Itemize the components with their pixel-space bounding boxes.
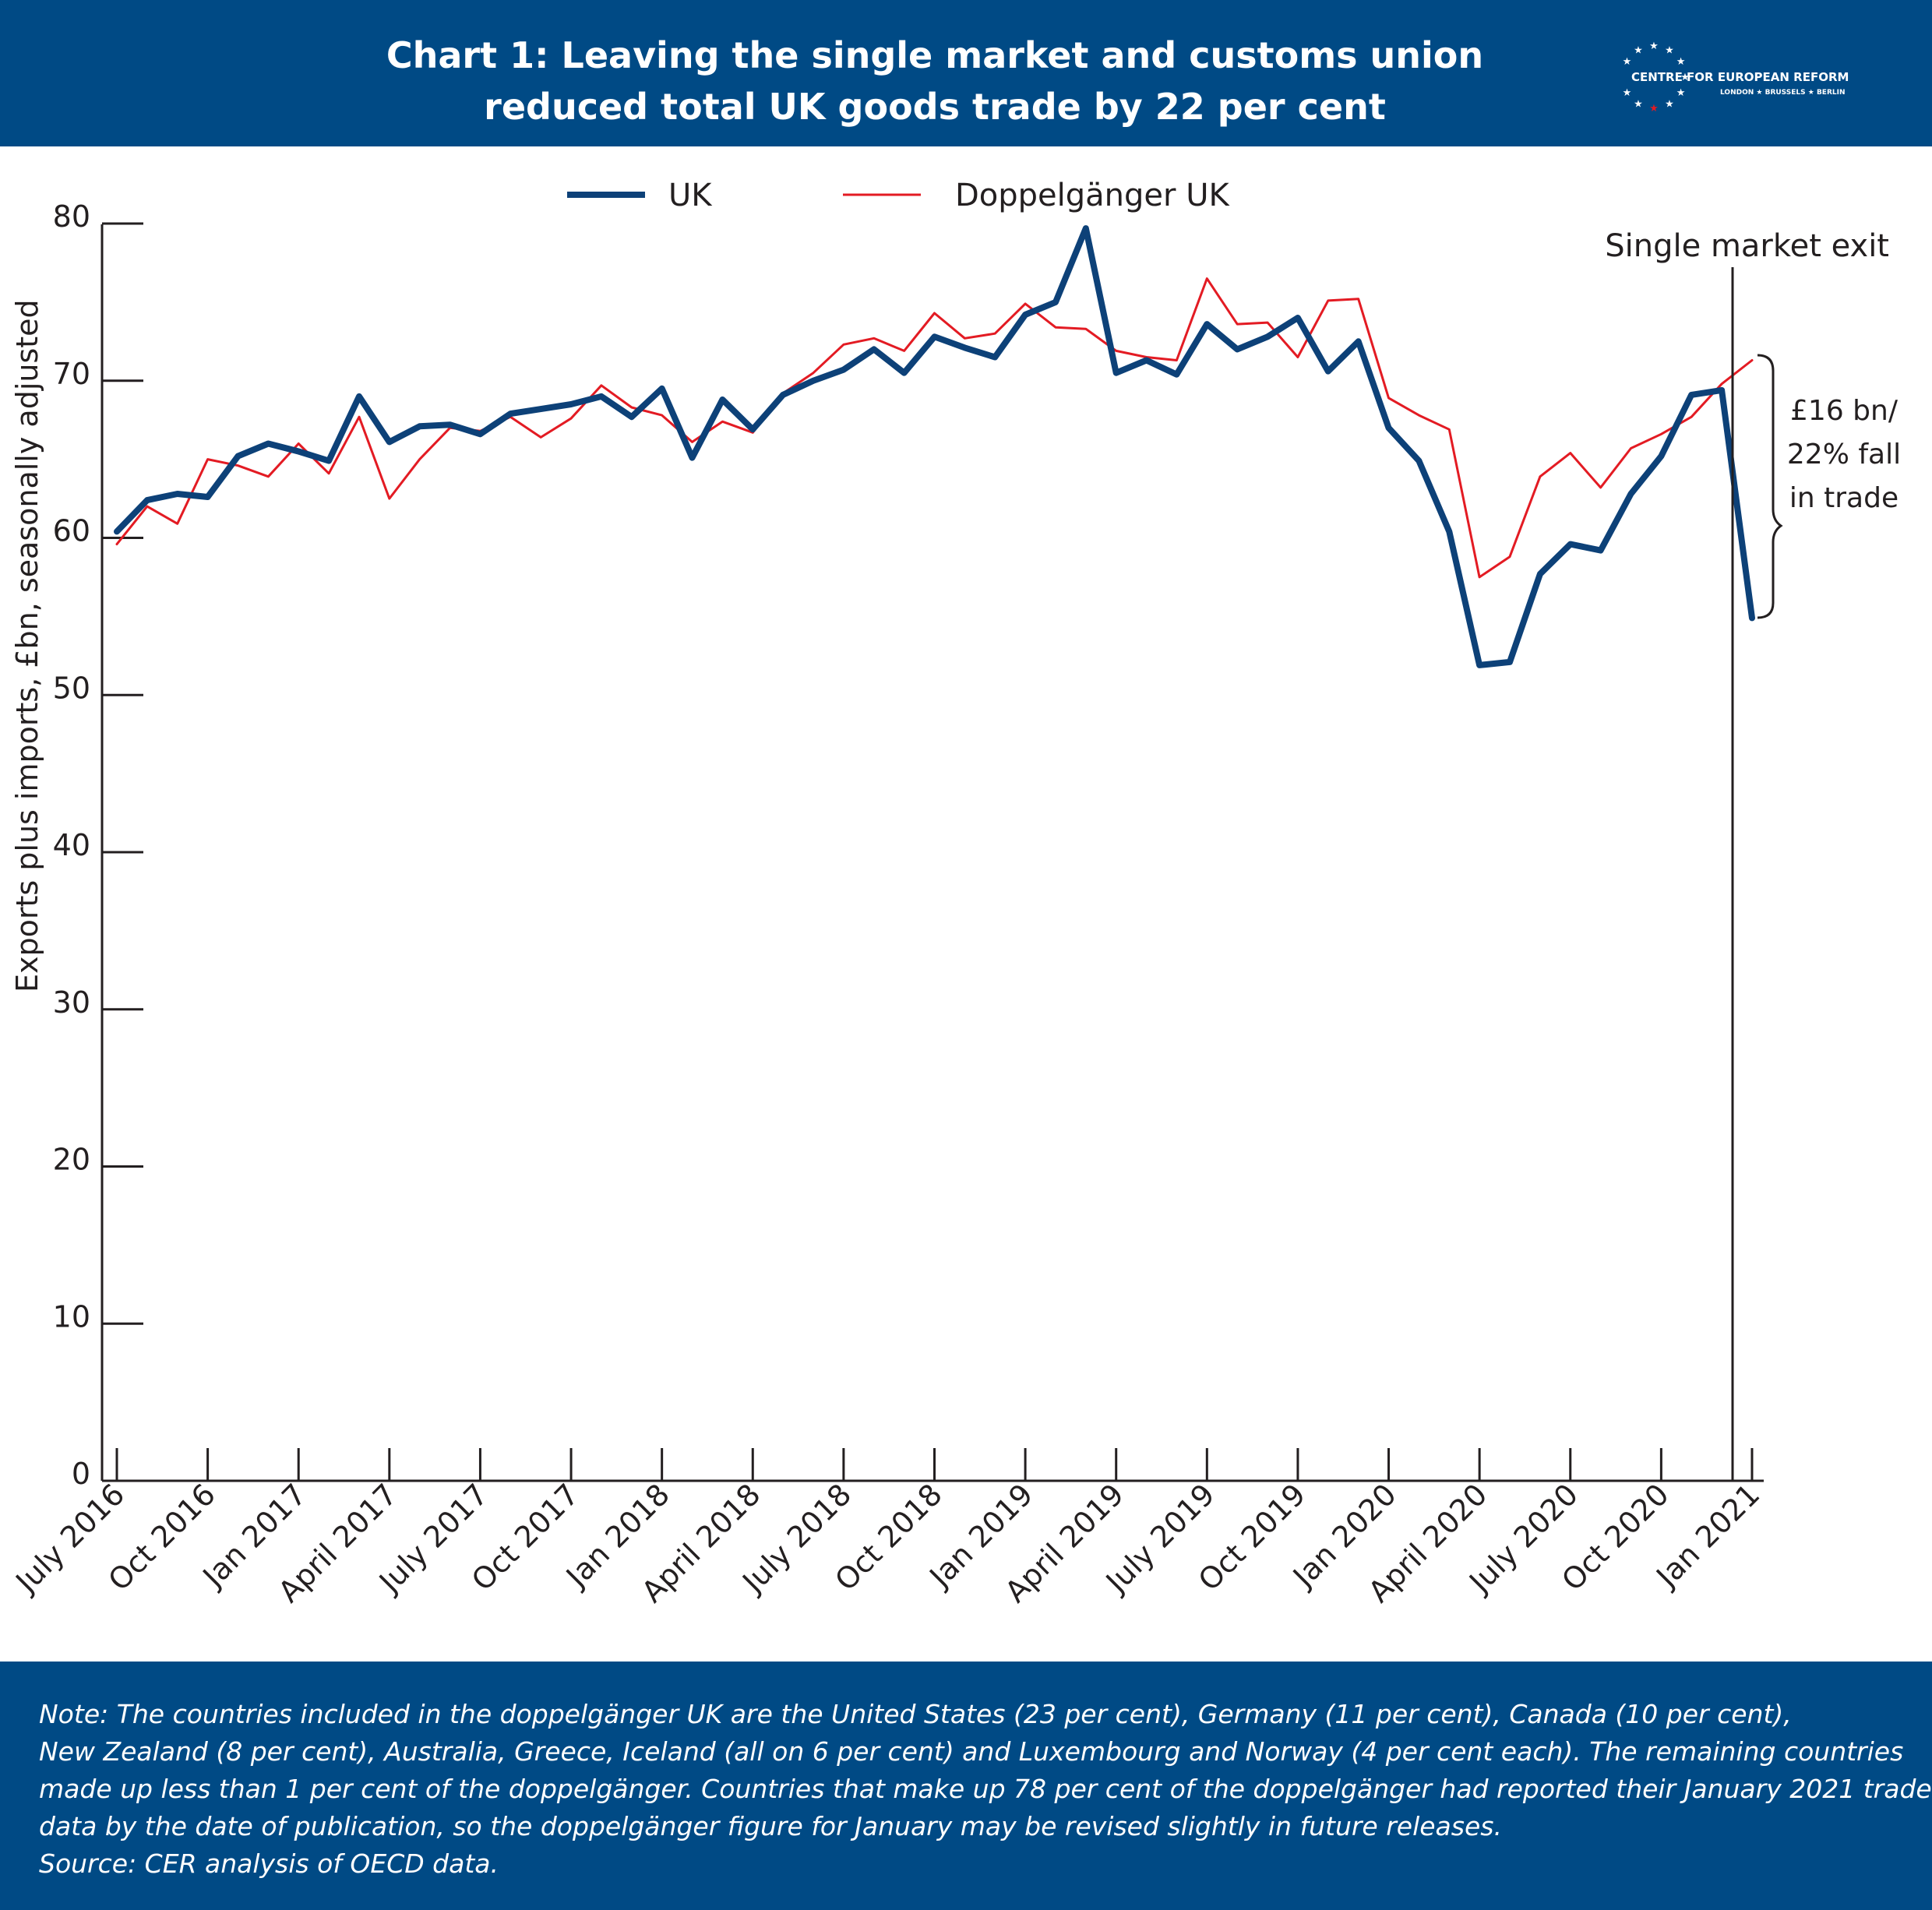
gap-annotation-line-2: 22% fall xyxy=(1787,439,1901,470)
y-tick-label: 50 xyxy=(53,671,90,705)
header-band: Chart 1: Leaving the single market and c… xyxy=(0,0,1932,146)
chart-title: Chart 1: Leaving the single market and c… xyxy=(0,30,1870,132)
note-line-4: data by the date of publication, so the … xyxy=(39,1811,1502,1841)
y-tick-label: 40 xyxy=(53,828,90,862)
logo-name: CENTRE FOR EUROPEAN REFORM xyxy=(1631,70,1849,84)
star-icon: ★ xyxy=(1676,56,1686,68)
star-icon: ★ xyxy=(1634,44,1643,56)
y-axis-title: Exports plus imports, £bn, seasonally ad… xyxy=(10,299,44,992)
line-chart: UK Doppelgänger UK 0 10 20 30 40 50 60 70 80 Jul… xyxy=(9,178,1902,1609)
y-ticks: 0 10 20 30 40 50 60 70 80 xyxy=(53,199,143,1491)
legend: UK Doppelgänger UK xyxy=(567,178,1230,213)
y-tick-label: 60 xyxy=(53,514,90,548)
footer-band: Note: The countries included in the dopp… xyxy=(0,1662,1932,1910)
gap-bracket xyxy=(1757,354,1783,619)
y-tick-label: 20 xyxy=(53,1143,90,1177)
single-market-exit-label: Single market exit xyxy=(1605,228,1889,264)
series-line-doppelganger xyxy=(115,277,1754,579)
y-tick-label: 30 xyxy=(53,985,90,1020)
star-icon: ★ xyxy=(1649,41,1659,52)
star-icon: ★ xyxy=(1665,99,1674,111)
note-line-1: Note: The countries included in the dopp… xyxy=(39,1699,1792,1729)
series-line-uk xyxy=(114,225,1755,668)
eu-stars-icon: ★ ★★★★★★★★★★ xyxy=(1623,41,1690,115)
note-line-2: New Zealand (8 per cent), Australia, Gre… xyxy=(39,1736,1904,1767)
y-tick-label: 80 xyxy=(53,199,90,234)
star-icon: ★ xyxy=(1680,72,1690,83)
star-icon: ★ xyxy=(1649,103,1659,115)
logo-cities: LONDON ★ BRUSSELS ★ BERLIN xyxy=(1720,89,1846,97)
series-layer xyxy=(114,225,1755,668)
source-line: Source: CER analysis of OECD data. xyxy=(39,1848,499,1879)
legend-label-uk: UK xyxy=(668,178,713,213)
y-tick-label: 10 xyxy=(53,1299,90,1334)
star-icon: ★ xyxy=(1676,87,1686,99)
star-icon: ★ xyxy=(1623,87,1632,99)
chart-title-line-1: Chart 1: Leaving the single market and c… xyxy=(386,34,1484,76)
star-icon: ★ xyxy=(1634,99,1643,111)
chart-title-line-2: reduced total UK goods trade by 22 per c… xyxy=(484,86,1386,128)
gap-annotation-line-1: £16 bn/ xyxy=(1790,395,1899,427)
footnote: Note: The countries included in the dopp… xyxy=(39,1696,1932,1883)
star-icon: ★ xyxy=(1623,56,1632,68)
gap-annotation-line-3: in trade xyxy=(1789,482,1899,514)
y-tick-label: 0 xyxy=(72,1457,90,1491)
note-line-3: made up less than 1 per cent of the dopp… xyxy=(39,1774,1932,1804)
cer-logo: ★ ★ ★ ★ ★ ★ ★ ★ ★ ★ ★ CENTRE FOR EUROPEAN REFORM L… xyxy=(1611,37,1876,123)
legend-label-doppelganger: Doppelgänger UK xyxy=(955,178,1230,213)
star-icon: ★ xyxy=(1665,44,1674,56)
y-tick-label: 70 xyxy=(53,357,90,391)
